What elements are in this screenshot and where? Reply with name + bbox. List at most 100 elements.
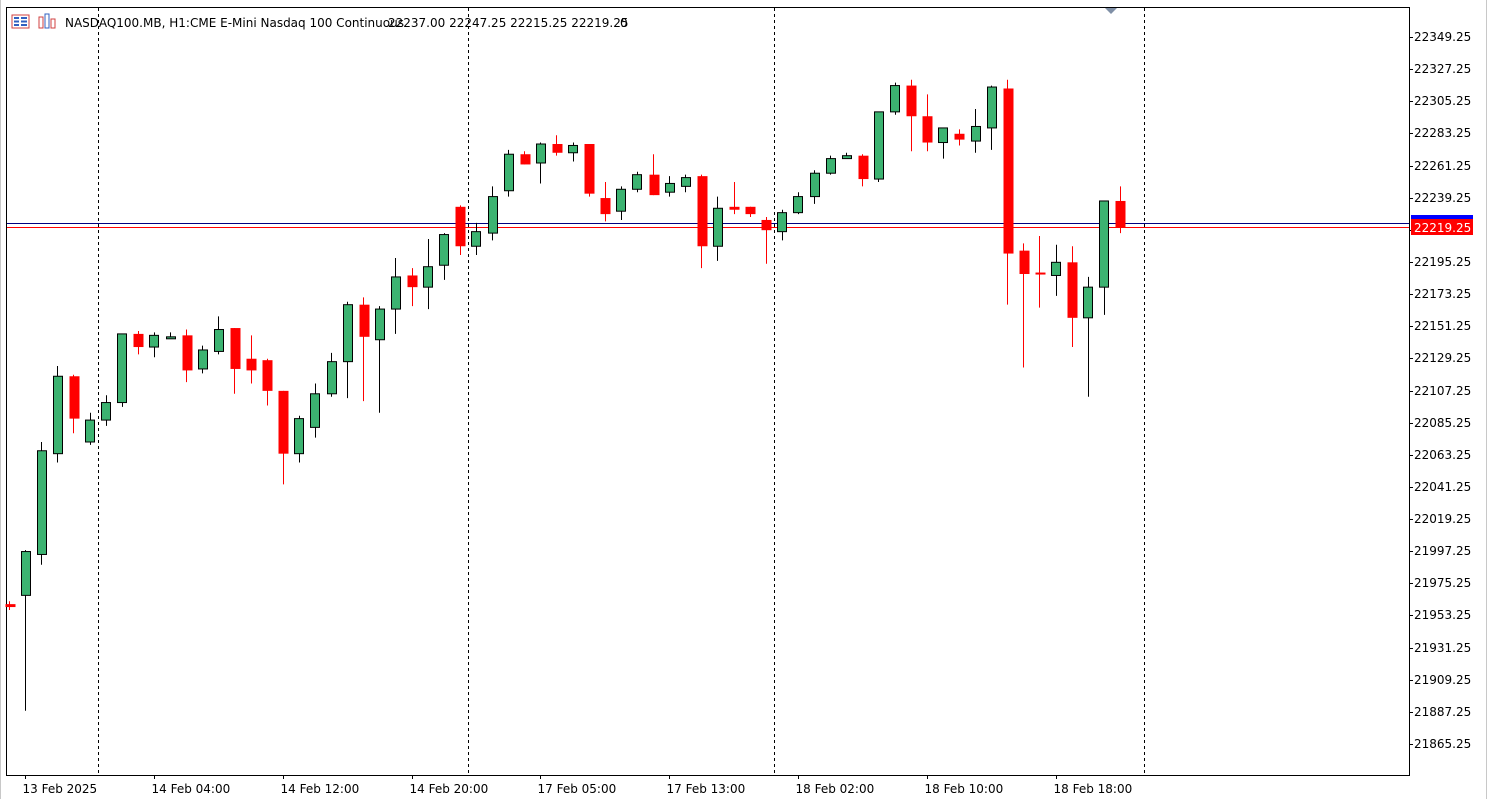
x-tick-label-8: 18 Feb 18:00 bbox=[1054, 782, 1133, 796]
candle-body bbox=[407, 275, 418, 288]
candle-40 bbox=[649, 154, 660, 196]
candle-body bbox=[262, 360, 273, 391]
candle-59 bbox=[954, 129, 965, 146]
candle-39 bbox=[632, 171, 642, 193]
candle-17 bbox=[278, 390, 289, 485]
candle-1 bbox=[21, 550, 31, 711]
candle-body bbox=[697, 176, 708, 247]
candle-body bbox=[713, 207, 723, 247]
candle-67 bbox=[1083, 276, 1093, 397]
y-tick-label-9: 22063.25 bbox=[1414, 448, 1471, 462]
candle-body bbox=[842, 155, 852, 160]
period-separators bbox=[98, 8, 1145, 775]
candle-54 bbox=[874, 111, 884, 182]
y-tick-label-12: 22129.25 bbox=[1414, 351, 1471, 365]
chart-shift-marker-icon[interactable] bbox=[1105, 8, 1117, 14]
svg-text:NASDAQ100.MB, H1: CME E-: NASDAQ100.MB, H1: CME E-Mini Nasdaq 100 … bbox=[65, 16, 632, 30]
candle-47 bbox=[761, 217, 772, 264]
candle-48 bbox=[777, 209, 787, 241]
candle-0 bbox=[5, 601, 16, 610]
candle-body bbox=[777, 212, 787, 233]
candle-43 bbox=[697, 174, 708, 269]
candle-body bbox=[21, 551, 31, 596]
candle-55 bbox=[890, 82, 900, 115]
ohlc-values: 22237.00 22247.25 22215.25 22219.25 bbox=[388, 16, 628, 30]
time-axis[interactable]: 13 Feb 2025 14 Feb 04:00 14 Feb 12:00 14 Fe… bbox=[23, 775, 1133, 796]
candle-body bbox=[745, 206, 756, 215]
candle-24 bbox=[391, 257, 401, 334]
candle-body bbox=[536, 143, 546, 164]
price-lines bbox=[7, 223, 1409, 228]
candle-21 bbox=[343, 301, 353, 399]
y-tick-label-15: 22195.25 bbox=[1414, 255, 1471, 269]
x-tick-label-6: 18 Feb 02:00 bbox=[796, 782, 875, 796]
y-tick-label-17: 22261.25 bbox=[1414, 159, 1471, 173]
candle-body bbox=[971, 125, 981, 142]
x-tick-label-5: 17 Feb 13:00 bbox=[667, 782, 746, 796]
x-tick-label-3: 14 Feb 20:00 bbox=[410, 782, 489, 796]
y-tick-label-18: 22283.25 bbox=[1414, 126, 1471, 140]
candle-13 bbox=[214, 316, 224, 355]
candle-42 bbox=[681, 174, 691, 193]
candle-6 bbox=[101, 395, 111, 426]
candle-body bbox=[761, 219, 772, 231]
y-tick-label-0: 21865.25 bbox=[1414, 737, 1471, 751]
candle-63 bbox=[1019, 243, 1030, 368]
candle-body bbox=[439, 234, 449, 266]
candle-26 bbox=[423, 238, 433, 310]
candle-body bbox=[520, 154, 531, 165]
candle-31 bbox=[504, 149, 514, 197]
candle-body bbox=[922, 116, 933, 143]
bars-chart-icon[interactable] bbox=[38, 13, 56, 29]
candle-23 bbox=[375, 306, 385, 413]
candle-52 bbox=[842, 152, 852, 160]
candle-body bbox=[810, 172, 820, 198]
candle-51 bbox=[826, 155, 836, 175]
candle-body bbox=[600, 198, 611, 215]
candle-12 bbox=[198, 345, 208, 374]
candle-58 bbox=[938, 127, 948, 159]
candle-body bbox=[906, 85, 917, 117]
candle-body bbox=[101, 402, 111, 421]
candle-body bbox=[1003, 88, 1014, 254]
candle-65 bbox=[1051, 244, 1061, 296]
candle-5 bbox=[85, 412, 95, 445]
candle-11 bbox=[182, 329, 193, 383]
candle-body bbox=[53, 375, 63, 455]
candle-body bbox=[616, 188, 626, 212]
candle-18 bbox=[294, 415, 304, 463]
candle-body bbox=[391, 276, 401, 310]
candle-10 bbox=[166, 332, 176, 340]
candle-body bbox=[182, 335, 193, 371]
candle-body bbox=[890, 85, 900, 113]
candle-body bbox=[1115, 200, 1126, 228]
x-tick-label-7: 18 Feb 10:00 bbox=[925, 782, 1004, 796]
y-tick-label-16: 22239.25 bbox=[1414, 191, 1471, 205]
candle-60 bbox=[971, 108, 981, 153]
price-axis[interactable]: 21865.25 21887.25 21909.25 21931.25 21953.25… bbox=[1409, 30, 1471, 751]
candle-body bbox=[938, 127, 948, 144]
candle-body bbox=[230, 328, 241, 369]
y-tick-label-2: 21909.25 bbox=[1414, 673, 1471, 687]
candle-body bbox=[568, 144, 578, 154]
candle-22 bbox=[359, 297, 370, 402]
candle-35 bbox=[568, 142, 578, 162]
y-tick-label-20: 22327.25 bbox=[1414, 62, 1471, 76]
candle-body bbox=[149, 334, 159, 348]
candle-body bbox=[198, 349, 208, 370]
candle-62 bbox=[1003, 79, 1014, 305]
y-tick-label-5: 21975.25 bbox=[1414, 576, 1471, 590]
y-tick-label-11: 22107.25 bbox=[1414, 384, 1471, 398]
candle-body bbox=[37, 450, 47, 555]
candle-45 bbox=[729, 181, 740, 215]
candle-body bbox=[954, 133, 965, 140]
candle-body bbox=[471, 231, 481, 247]
candle-body bbox=[729, 206, 740, 210]
grid-menu-icon[interactable] bbox=[11, 14, 30, 29]
candle-body bbox=[681, 177, 691, 187]
current-price-tag: 22219.25 bbox=[1411, 215, 1473, 235]
candle-body bbox=[278, 390, 289, 454]
plot-frame bbox=[6, 7, 1410, 776]
candle-body bbox=[5, 604, 16, 608]
